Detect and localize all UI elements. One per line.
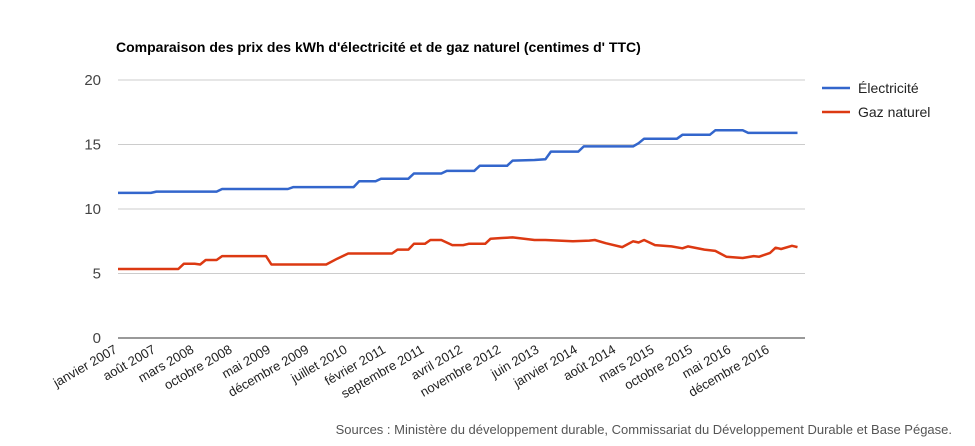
y-tick-label: 0: [93, 330, 101, 347]
y-tick-label: 20: [84, 72, 101, 89]
gridlines: [118, 79, 805, 339]
y-tick-label: 10: [84, 201, 101, 218]
series-lines: [118, 129, 798, 271]
y-tick-label: 5: [93, 266, 101, 283]
y-tick-label: 15: [84, 137, 101, 154]
series-line-gaz-naturel: [118, 236, 798, 271]
source-note: Sources : Ministère du développement dur…: [336, 422, 952, 437]
series-line-electricite: [118, 129, 798, 195]
legend-label-electricite: Électricité: [858, 80, 919, 96]
legend: Électricité Gaz naturel: [822, 80, 930, 120]
chart-title: Comparaison des prix des kWh d'électrici…: [116, 39, 641, 55]
y-axis-ticks: 0 5 10 15 20: [84, 72, 101, 347]
legend-label-gaz: Gaz naturel: [858, 104, 930, 120]
